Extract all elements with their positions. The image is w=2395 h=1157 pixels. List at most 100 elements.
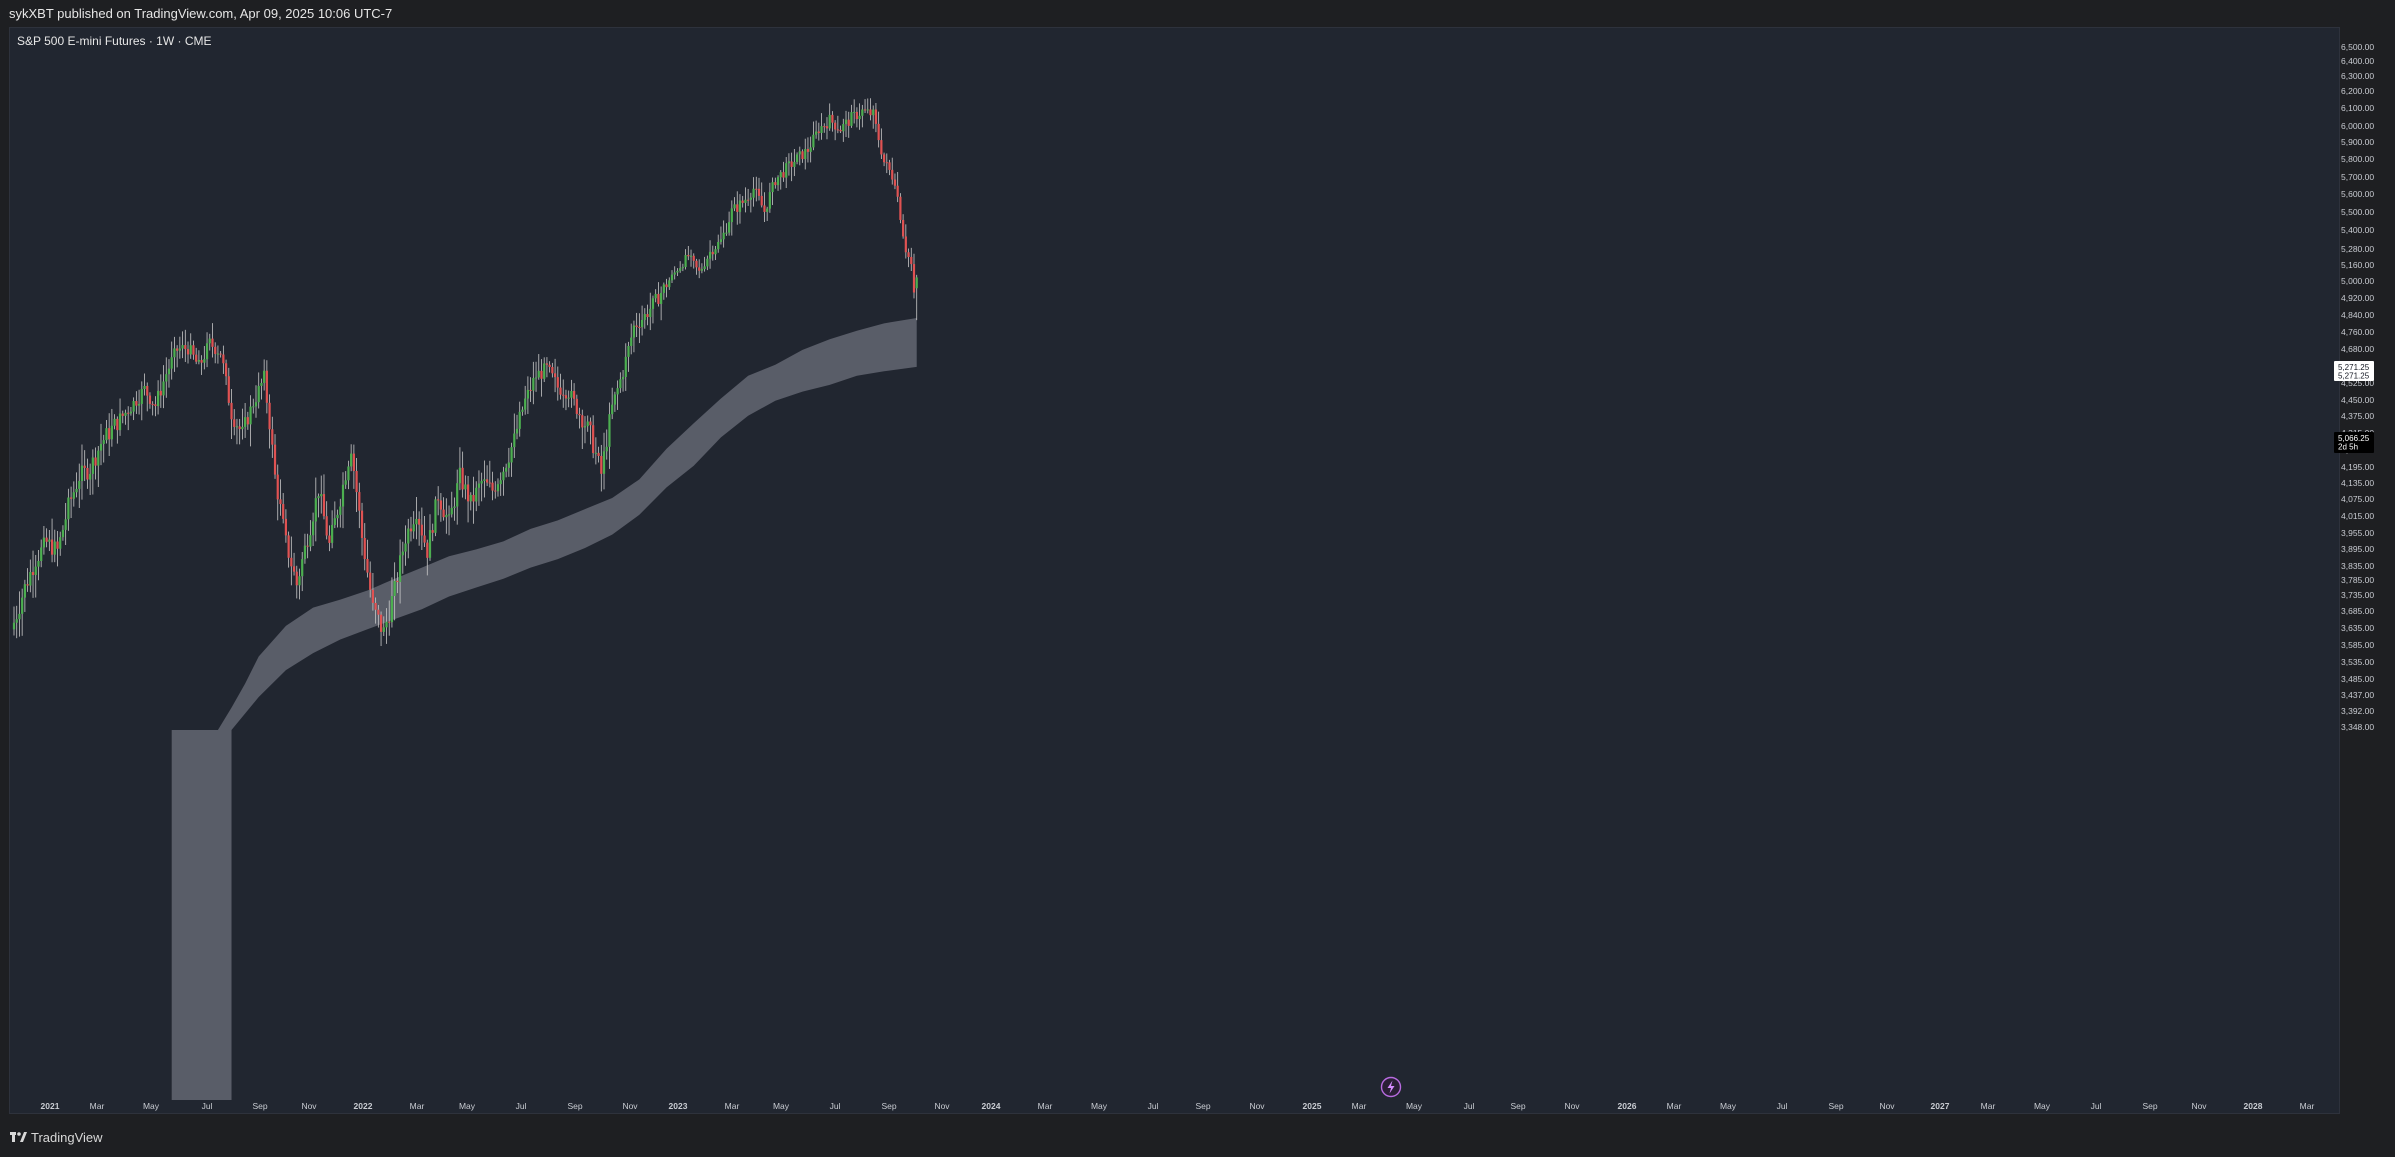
candle-body	[42, 537, 46, 548]
candle-body	[480, 480, 483, 484]
time-axis-label: 2026	[1618, 1101, 1637, 1111]
candle-body	[850, 112, 853, 126]
price-axis-label: 4,450.00	[2341, 395, 2374, 405]
candle-body	[660, 292, 663, 304]
candle-body	[515, 428, 519, 434]
candle-body	[89, 473, 92, 480]
price-axis-label: 4,015.00	[2341, 511, 2374, 521]
candle-body	[507, 462, 510, 468]
candle-body	[233, 419, 236, 427]
candle-body	[344, 480, 347, 485]
time-axis-label: May	[1091, 1101, 1108, 1111]
candle-body	[311, 521, 315, 536]
candle-body	[640, 319, 644, 328]
time-axis-label: Mar	[410, 1101, 425, 1111]
tradingview-brand[interactable]: TradingView	[10, 1130, 103, 1145]
candle-body	[711, 251, 714, 255]
candle-body	[722, 232, 725, 240]
candle-body	[271, 429, 274, 445]
candle-body	[388, 621, 391, 623]
candle-body	[80, 465, 84, 481]
candle-body	[741, 200, 744, 203]
candle-body	[151, 403, 154, 405]
candle-body	[736, 204, 739, 212]
time-axis[interactable]: 2021 Mar May Jul Sep Nov 2022 Mar May Jul Sep Nov 20…	[41, 1101, 2315, 1111]
candle-body	[132, 401, 135, 412]
candle-body	[855, 111, 858, 120]
candle-body	[583, 426, 587, 428]
price-axis[interactable]: 6,500.00 6,400.00 6,300.00 6,200.00 6,100.00…	[2341, 42, 2374, 732]
candle-body	[195, 354, 198, 362]
chart-panel[interactable]	[9, 27, 2340, 1114]
time-axis-label: Sep	[2142, 1101, 2157, 1111]
candle-body	[627, 345, 630, 357]
time-axis-label: Mar	[1981, 1101, 1996, 1111]
candle-body	[755, 188, 758, 190]
candle-body	[110, 425, 113, 440]
candle-body	[140, 389, 143, 404]
candle-body	[790, 161, 793, 167]
candle-body	[700, 269, 704, 271]
candle-body	[385, 621, 388, 628]
candle-body	[727, 222, 731, 233]
candle-body	[418, 518, 421, 525]
candle-body	[896, 185, 899, 197]
candle-body	[904, 236, 907, 253]
candle-body	[869, 109, 872, 116]
candle-body	[872, 109, 875, 116]
candle-body	[333, 518, 336, 525]
price-axis-label: 3,685.00	[2341, 606, 2374, 616]
candle-body	[692, 255, 695, 261]
candle-body	[170, 357, 173, 369]
candle-body	[524, 398, 527, 410]
candle-body	[328, 535, 331, 543]
price-axis-label: 5,500.00	[2341, 207, 2374, 217]
price-axis-label: 6,200.00	[2341, 86, 2374, 96]
candle-body	[847, 119, 850, 126]
price-axis-label: 4,680.00	[2341, 344, 2374, 354]
candle-body	[21, 597, 24, 614]
lightning-icon[interactable]	[1380, 1076, 1402, 1098]
candle-body	[510, 447, 513, 463]
price-tag-upper-line-0: 5,271.25	[2338, 363, 2370, 372]
candle-body	[553, 373, 557, 378]
candle-body	[494, 490, 497, 492]
candle-body	[782, 172, 785, 178]
candle-body	[317, 496, 320, 499]
price-axis-label: 6,300.00	[2341, 71, 2374, 81]
time-axis-label: Mar	[1038, 1101, 1053, 1111]
candle-body	[53, 541, 56, 555]
candle-body	[186, 349, 190, 355]
candle-body	[532, 378, 535, 391]
candle-body	[785, 163, 788, 178]
candle-body	[295, 571, 298, 586]
candle-body	[551, 367, 554, 374]
candle-body	[733, 204, 736, 209]
time-axis-label: Mar	[725, 1101, 740, 1111]
candle-body	[442, 509, 445, 518]
candle-body	[491, 482, 494, 491]
candle-body	[749, 197, 752, 200]
candle-body	[437, 499, 440, 501]
candle-body	[102, 440, 105, 444]
candle-body	[94, 457, 97, 466]
candle-body	[564, 395, 568, 399]
candle-body	[423, 535, 426, 543]
candlestick-chart[interactable]: S&P 500 E-mini Futures · 1W · CME 6,500.…	[0, 0, 2395, 1114]
candle-body	[268, 402, 271, 430]
candle-body	[578, 413, 581, 416]
candle-body	[37, 560, 40, 567]
candle-body	[189, 345, 192, 355]
price-axis-label: 4,840.00	[2341, 310, 2374, 320]
candle-body	[127, 412, 130, 414]
price-axis-label: 3,735.00	[2341, 590, 2374, 600]
price-axis-label: 5,160.00	[2341, 260, 2374, 270]
candle-body	[350, 453, 353, 467]
candle-body	[486, 479, 489, 483]
price-axis-label: 6,400.00	[2341, 56, 2374, 66]
time-axis-label: Nov	[1249, 1101, 1265, 1111]
candle-body	[586, 421, 589, 427]
time-axis-label: Jul	[1148, 1101, 1159, 1111]
candle-body	[75, 488, 78, 493]
